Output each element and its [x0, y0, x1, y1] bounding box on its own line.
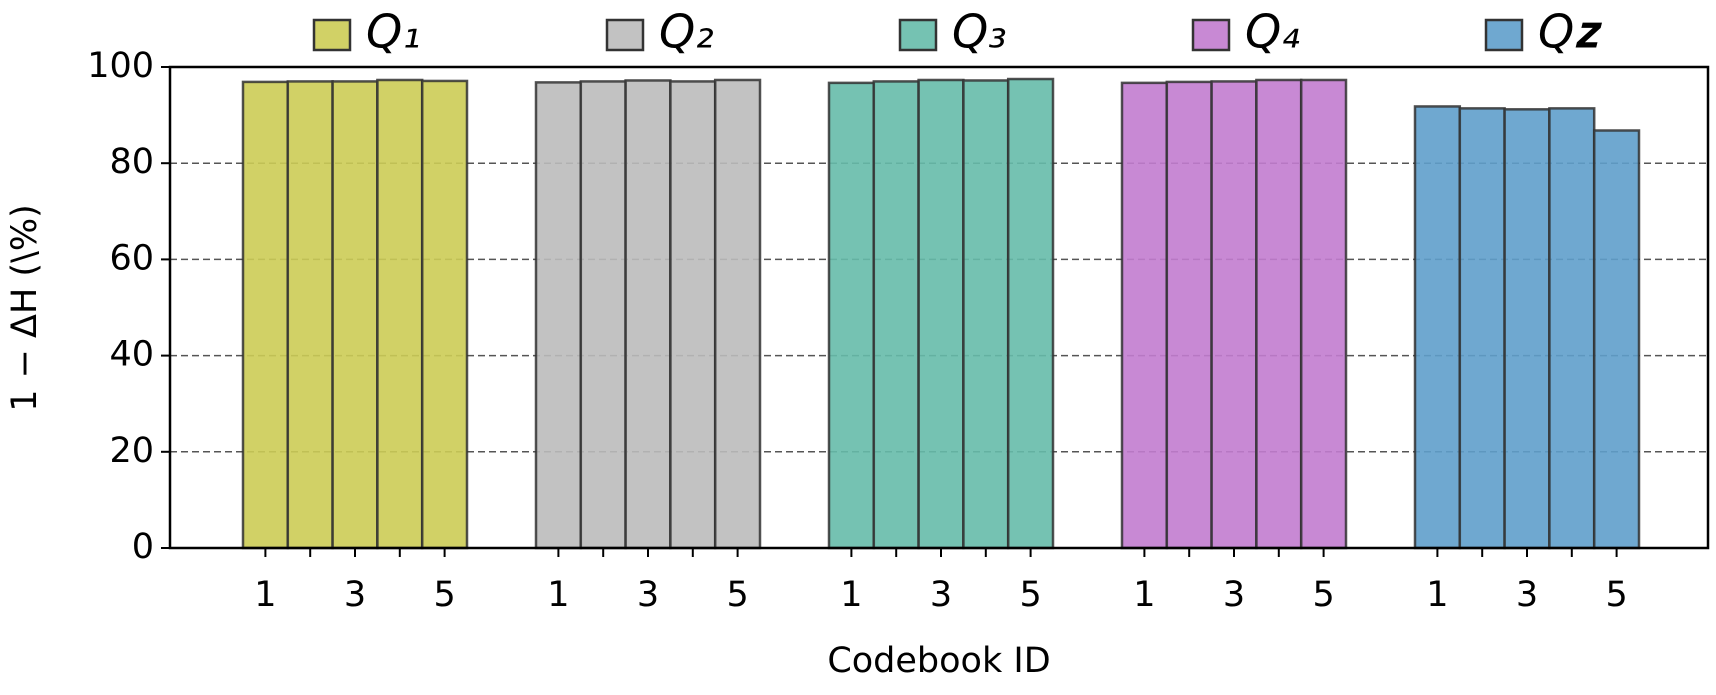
bar — [1299, 78, 1348, 550]
x-tick-label: 5 — [1605, 575, 1627, 615]
bar — [1548, 107, 1596, 550]
y-tick-label: 40 — [109, 335, 154, 375]
bar — [420, 79, 469, 550]
x-tick-label: 3 — [637, 575, 659, 615]
x-tick-label: 1 — [547, 575, 569, 615]
legend-swatch — [1191, 18, 1231, 52]
bar — [376, 78, 424, 550]
bar — [962, 79, 1010, 550]
bar — [534, 81, 583, 550]
bar — [331, 80, 379, 550]
legend-swatch — [605, 18, 645, 52]
y-tick-label: 0 — [132, 527, 154, 567]
legend-label: Q₁ — [366, 5, 421, 59]
bar — [1413, 105, 1462, 550]
bar — [1165, 80, 1213, 550]
x-tick-label: 1 — [840, 575, 862, 615]
x-tick-label: 1 — [1133, 575, 1155, 615]
y-tick-label: 60 — [109, 238, 154, 278]
bar — [1458, 107, 1506, 550]
y-tick-label: 100 — [87, 46, 154, 86]
y-axis-label: 1 − ΔH (\%) — [5, 204, 45, 412]
bar — [241, 80, 290, 550]
x-tick-label: 3 — [930, 575, 952, 615]
legend-label: Q₂ — [659, 5, 714, 59]
x-tick-label: 5 — [726, 575, 748, 615]
x-tick-label: 3 — [344, 575, 366, 615]
bar — [624, 79, 672, 550]
plot-frame — [168, 65, 1710, 550]
bar — [1503, 108, 1551, 550]
bar — [1006, 77, 1055, 550]
bar — [579, 80, 627, 550]
bar — [1120, 81, 1169, 550]
x-tick-label: 3 — [1223, 575, 1245, 615]
x-tick-label: 1 — [254, 575, 276, 615]
bar — [872, 80, 920, 550]
bar — [713, 78, 762, 550]
bar — [286, 80, 334, 550]
legend-swatch — [898, 18, 938, 52]
bar — [1255, 78, 1303, 550]
bar — [827, 81, 876, 550]
legend-swatch — [1484, 18, 1524, 52]
bar — [917, 78, 965, 550]
legend-label: Q₄ — [1245, 5, 1300, 59]
x-tick-label: 5 — [1019, 575, 1041, 615]
legend-label: Q𝐳 — [1538, 5, 1602, 59]
y-tick-label: 80 — [109, 142, 154, 182]
legend-label: Q₃ — [952, 5, 1007, 59]
x-tick-label: 5 — [1312, 575, 1334, 615]
x-tick-label: 1 — [1426, 575, 1448, 615]
y-tick-label: 20 — [109, 431, 154, 471]
x-tick-label: 5 — [433, 575, 455, 615]
bar — [1210, 80, 1258, 550]
bar — [669, 80, 717, 550]
bar — [1592, 129, 1641, 550]
x-tick-label: 3 — [1516, 575, 1538, 615]
x-axis-label: Codebook ID — [827, 641, 1050, 681]
legend-swatch — [312, 18, 352, 52]
